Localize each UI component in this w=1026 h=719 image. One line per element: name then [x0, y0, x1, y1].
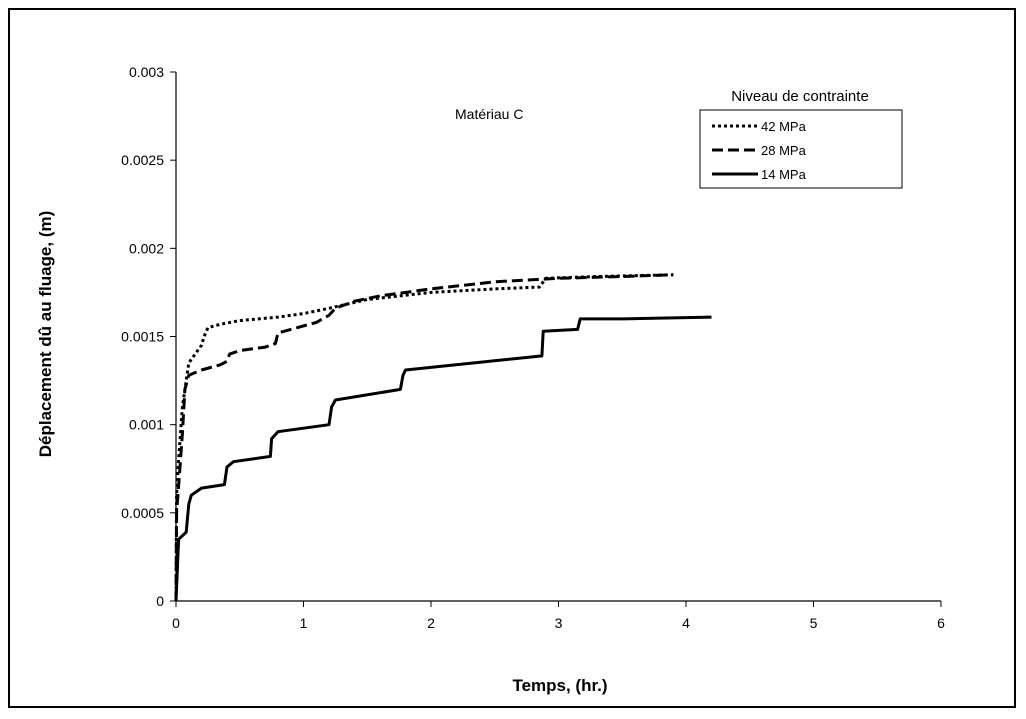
x-tick-label: 4 — [682, 615, 690, 631]
legend-label: 42 MPa — [761, 119, 807, 134]
y-tick-label: 0.0015 — [121, 329, 164, 345]
y-tick-label: 0.001 — [129, 417, 164, 433]
series-line-42-mpa — [174, 273, 674, 602]
legend-title: Niveau de contrainte — [731, 88, 869, 105]
material-annotation: Matériau C — [455, 106, 523, 122]
x-tick-label: 5 — [810, 615, 818, 631]
legend-label: 28 MPa — [761, 143, 807, 158]
series-lines — [174, 273, 712, 602]
y-axis-title: Déplacement dû au fluage, (m) — [36, 211, 55, 458]
y-tick-label: 0.002 — [129, 240, 164, 256]
x-tick-label: 1 — [300, 615, 308, 631]
x-tick-label: 6 — [937, 615, 945, 631]
y-tick-label: 0 — [156, 593, 164, 609]
x-axis-title: Temps, (hr.) — [512, 676, 607, 695]
x-tick-label: 0 — [172, 615, 180, 631]
y-tick-label: 0.0005 — [121, 505, 164, 521]
x-tick-label: 3 — [555, 615, 563, 631]
y-tick-label: 0.003 — [129, 64, 164, 80]
series-line-14-mpa — [174, 315, 712, 602]
legend-label: 14 MPa — [761, 167, 807, 182]
series-line-28-mpa — [174, 273, 674, 602]
legend: Niveau de contrainte 42 MPa 28 MPa 14 MPa — [699, 88, 903, 189]
y-tick-label: 0.0025 — [121, 152, 164, 168]
x-tick-label: 2 — [427, 615, 435, 631]
legend-items: 42 MPa 28 MPa 14 MPa — [712, 119, 807, 182]
